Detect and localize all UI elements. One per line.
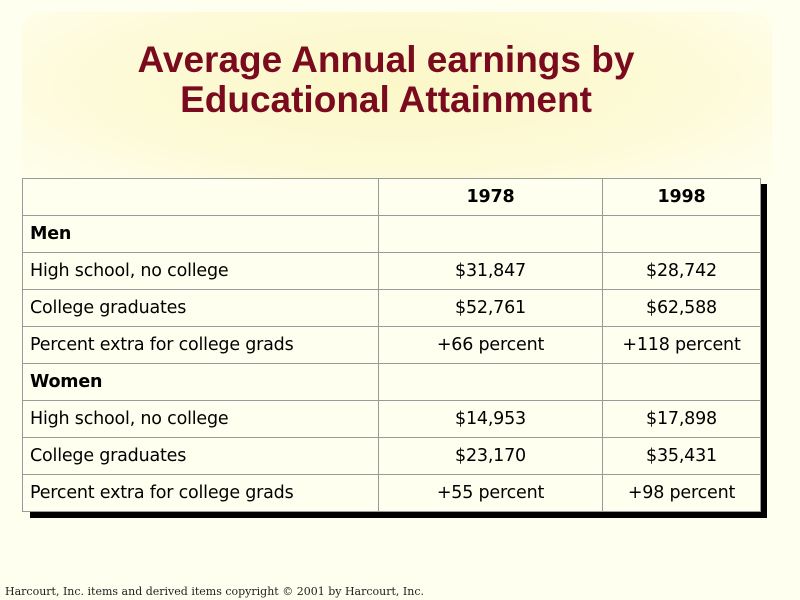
row-label: Percent extra for college grads bbox=[22, 474, 379, 512]
cell-1998: $17,898 bbox=[602, 400, 761, 438]
cell-1978: $23,170 bbox=[378, 437, 603, 475]
row-label: Percent extra for college grads bbox=[22, 326, 379, 364]
table-row: Men bbox=[22, 215, 761, 253]
cell-1978: $52,761 bbox=[378, 289, 603, 327]
cell-1998: $62,588 bbox=[602, 289, 761, 327]
title-line-2: Educational Attainment bbox=[180, 79, 592, 120]
table-row: Percent extra for college grads +55 perc… bbox=[22, 474, 761, 512]
header-label-cell bbox=[22, 178, 379, 216]
cell-1978: $14,953 bbox=[378, 400, 603, 438]
cell-1978: +55 percent bbox=[378, 474, 603, 512]
row-label: High school, no college bbox=[22, 400, 379, 438]
row-label: High school, no college bbox=[22, 252, 379, 290]
header-1978: 1978 bbox=[378, 178, 603, 216]
row-label: College graduates bbox=[22, 437, 379, 475]
slide-title: Average Annual earnings by Educational A… bbox=[0, 40, 772, 120]
cell-1978 bbox=[378, 215, 603, 253]
cell-1998: +118 percent bbox=[602, 326, 761, 364]
header-1998: 1998 bbox=[602, 178, 761, 216]
cell-1978 bbox=[378, 363, 603, 401]
title-line-1: Average Annual earnings by bbox=[137, 39, 635, 80]
table-header-row: 1978 1998 bbox=[22, 178, 761, 216]
cell-1998: +98 percent bbox=[602, 474, 761, 512]
section-label-men: Men bbox=[22, 215, 379, 253]
table-row: College graduates $23,170 $35,431 bbox=[22, 437, 761, 475]
cell-1998 bbox=[602, 363, 761, 401]
section-label-women: Women bbox=[22, 363, 379, 401]
cell-1978: +66 percent bbox=[378, 326, 603, 364]
copyright-footer: Harcourt, Inc. items and derived items c… bbox=[5, 585, 424, 598]
table-row: Women bbox=[22, 363, 761, 401]
table-row: High school, no college $31,847 $28,742 bbox=[22, 252, 761, 290]
row-label: College graduates bbox=[22, 289, 379, 327]
table-row: College graduates $52,761 $62,588 bbox=[22, 289, 761, 327]
table-row: High school, no college $14,953 $17,898 bbox=[22, 400, 761, 438]
table-row: Percent extra for college grads +66 perc… bbox=[22, 326, 761, 364]
cell-1998: $35,431 bbox=[602, 437, 761, 475]
cell-1998: $28,742 bbox=[602, 252, 761, 290]
earnings-table: 1978 1998 Men High school, no college $3… bbox=[22, 178, 761, 512]
title-background bbox=[22, 12, 772, 192]
cell-1998 bbox=[602, 215, 761, 253]
cell-1978: $31,847 bbox=[378, 252, 603, 290]
